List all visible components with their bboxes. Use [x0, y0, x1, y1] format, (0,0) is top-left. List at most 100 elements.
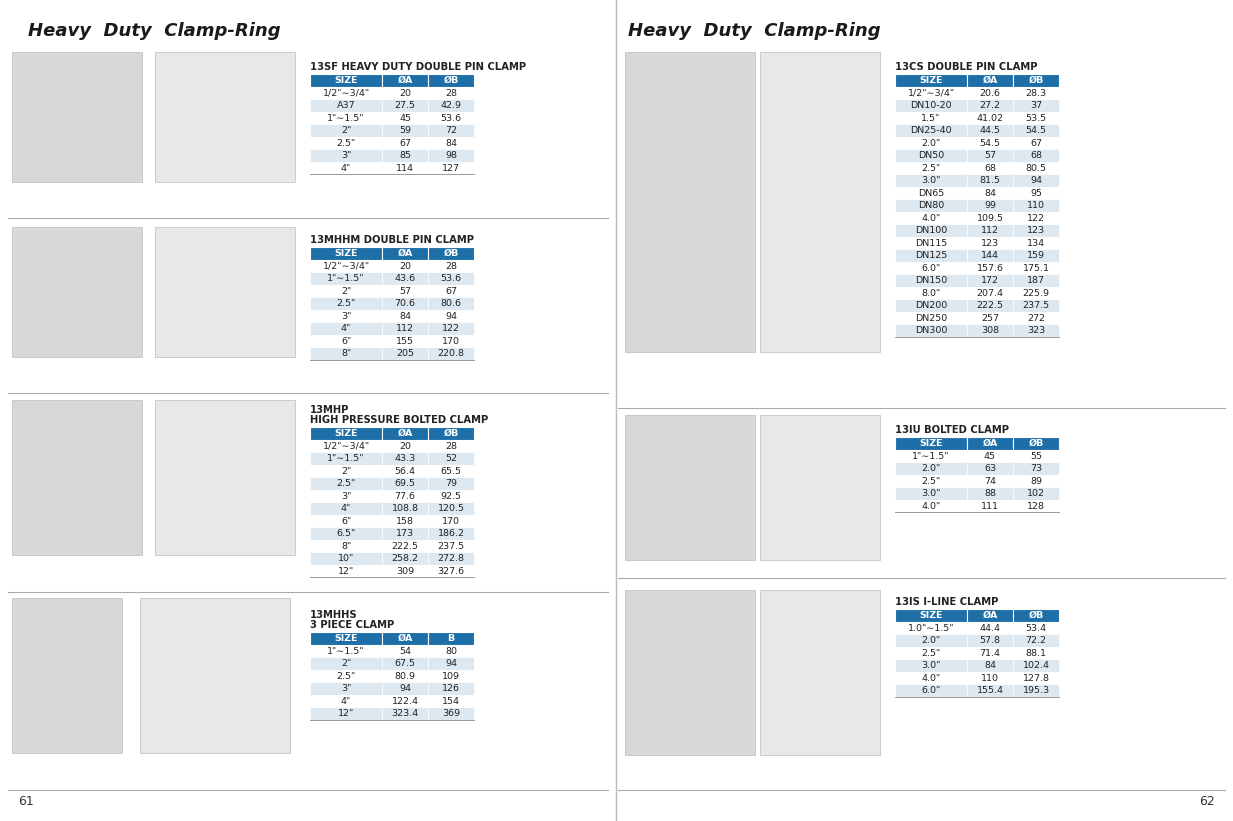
Bar	[1014, 137, 1059, 149]
Text: 12": 12"	[338, 709, 354, 718]
Bar	[967, 237, 1014, 250]
Bar	[967, 685, 1014, 697]
Bar	[1014, 287, 1059, 300]
Text: 84: 84	[984, 661, 996, 670]
Text: 72: 72	[445, 126, 457, 135]
Bar	[895, 99, 967, 112]
Text: 110: 110	[981, 674, 999, 683]
Bar	[760, 415, 880, 560]
Text: 68: 68	[1030, 151, 1042, 160]
Bar	[382, 297, 428, 310]
Text: SIZE: SIZE	[334, 76, 358, 85]
Bar	[428, 427, 473, 440]
Bar	[309, 112, 382, 125]
Bar	[967, 488, 1014, 500]
Bar	[1014, 300, 1059, 312]
Bar	[1014, 500, 1059, 512]
Bar	[967, 212, 1014, 224]
Bar	[895, 312, 967, 324]
Bar	[382, 478, 428, 490]
Bar	[1014, 488, 1059, 500]
Text: 187: 187	[1027, 276, 1046, 285]
Bar	[895, 450, 967, 462]
Text: 62: 62	[1200, 795, 1215, 808]
Text: 3.0": 3.0"	[921, 489, 941, 498]
Bar	[309, 540, 382, 553]
Text: 170: 170	[441, 516, 460, 525]
Text: 53.5: 53.5	[1026, 114, 1047, 123]
Bar	[895, 287, 967, 300]
Text: DN150: DN150	[915, 276, 947, 285]
Bar	[428, 632, 473, 645]
Text: 110: 110	[1027, 201, 1046, 210]
Bar	[967, 659, 1014, 672]
Bar	[895, 224, 967, 237]
Bar	[382, 490, 428, 502]
Bar	[428, 87, 473, 99]
Text: 4": 4"	[340, 163, 351, 172]
Text: 65.5: 65.5	[440, 467, 461, 475]
Text: 2.5": 2.5"	[921, 163, 941, 172]
Bar	[428, 137, 473, 149]
Bar	[309, 310, 382, 323]
Text: 309: 309	[396, 566, 414, 576]
Bar	[382, 323, 428, 335]
Bar	[967, 224, 1014, 237]
Text: 4.0": 4.0"	[921, 674, 941, 683]
Bar	[309, 708, 382, 720]
Bar	[967, 312, 1014, 324]
Text: 4": 4"	[340, 697, 351, 706]
Text: 98: 98	[445, 151, 457, 160]
Text: 13MHP: 13MHP	[309, 405, 349, 415]
Bar	[967, 175, 1014, 187]
Text: 1/2"∼3/4": 1/2"∼3/4"	[323, 89, 370, 98]
Bar	[967, 125, 1014, 137]
Text: 1.5": 1.5"	[921, 114, 941, 123]
Text: 4": 4"	[340, 504, 351, 513]
Text: DN125: DN125	[915, 251, 947, 260]
Text: 61: 61	[18, 795, 33, 808]
Bar	[428, 670, 473, 682]
Text: 6.5": 6.5"	[337, 530, 355, 539]
Bar	[155, 400, 295, 555]
Bar	[967, 475, 1014, 488]
Bar	[895, 488, 967, 500]
Bar	[895, 212, 967, 224]
Text: 1"∼1.5": 1"∼1.5"	[912, 452, 949, 461]
Text: 323.4: 323.4	[391, 709, 419, 718]
Text: 6.0": 6.0"	[921, 686, 941, 695]
Text: 53.6: 53.6	[440, 114, 461, 123]
Bar	[428, 347, 473, 360]
Text: 3": 3"	[340, 151, 351, 160]
Bar	[967, 262, 1014, 274]
Bar	[428, 162, 473, 175]
Text: 57: 57	[399, 287, 411, 296]
Bar	[382, 87, 428, 99]
Text: 2.0": 2.0"	[921, 464, 941, 473]
Bar	[382, 658, 428, 670]
Bar	[967, 274, 1014, 287]
Bar	[309, 632, 382, 645]
Bar	[382, 670, 428, 682]
Text: 27.2: 27.2	[979, 101, 1000, 110]
Bar	[309, 297, 382, 310]
Text: 84: 84	[445, 139, 457, 148]
Bar	[1014, 324, 1059, 337]
Bar	[382, 310, 428, 323]
Text: 4": 4"	[340, 324, 351, 333]
Text: 237.5: 237.5	[1022, 301, 1049, 310]
Bar	[1014, 437, 1059, 450]
Text: 44.4: 44.4	[979, 624, 1000, 633]
Text: 13CS DOUBLE PIN CLAMP: 13CS DOUBLE PIN CLAMP	[895, 62, 1037, 72]
Text: Heavy  Duty  Clamp-Ring: Heavy Duty Clamp-Ring	[28, 22, 281, 40]
Bar	[1014, 87, 1059, 99]
Bar	[309, 162, 382, 175]
Bar	[967, 622, 1014, 635]
Bar	[428, 553, 473, 565]
Text: 13MHHS: 13MHHS	[309, 610, 358, 620]
Text: 8.0": 8.0"	[921, 289, 941, 298]
Bar	[309, 645, 382, 658]
Bar	[967, 87, 1014, 99]
Text: 1"∼1.5": 1"∼1.5"	[327, 647, 365, 656]
Text: 111: 111	[981, 502, 999, 511]
